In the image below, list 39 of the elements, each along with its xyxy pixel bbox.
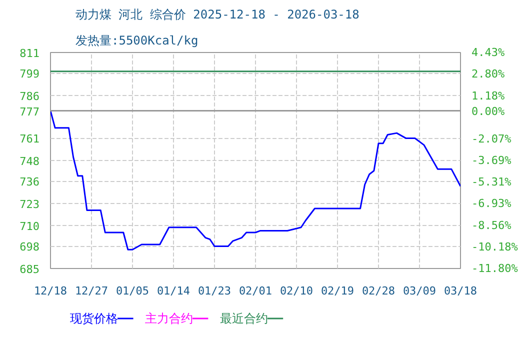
x-tick-label: 01/05 [116,284,150,298]
y-tick-label: 685 [20,263,40,276]
y2-tick-label: -6.93% [472,197,512,210]
chart-title: 动力煤 河北 综合价 2025-12-18 - 2026-03-18 [76,8,360,22]
x-tick-label: 01/23 [198,284,232,298]
x-tick-label: 02/19 [320,284,354,298]
y2-tick-label: 0.00% [472,104,505,118]
legend-label: 最近合约 [220,312,268,326]
legend-label: 主力合约 [145,312,194,326]
y2-tick-label: 2.80% [472,68,505,81]
chart-subtitle: 发热量:5500Kcal/kg [76,34,198,48]
y-tick-label: 748 [20,155,40,168]
y2-tick-label: 1.18% [472,89,505,102]
y-tick-label: 777 [20,105,40,118]
y2-tick-label: -3.69% [472,154,512,168]
y2-tick-label: -5.31% [472,176,512,189]
y-tick-label: 736 [20,176,40,189]
y-tick-label: 811 [20,47,40,60]
x-tick-label: 02/01 [238,284,272,298]
y2-tick-label: -2.07% [472,132,512,146]
y2-tick-label: -10.18% [472,240,518,254]
y-tick-label: 761 [20,132,40,146]
x-tick-label: 02/28 [362,284,396,298]
y-tick-label: 723 [20,198,40,211]
y-tick-label: 698 [20,240,40,254]
y-tick-label: 799 [20,68,40,81]
legend-label: 现货价格 [70,312,118,326]
line-series [50,110,460,250]
x-tick-label: 12/18 [34,284,68,298]
x-tick-label: 12/27 [74,284,108,298]
x-tick-label: 03/09 [402,284,436,298]
y2-tick-label: -11.80% [472,262,518,275]
y-tick-label: 710 [20,220,40,234]
y2-tick-label: -8.56% [472,218,512,232]
y-tick-label: 786 [20,90,40,103]
x-tick-label: 02/10 [280,284,314,298]
x-tick-label: 03/18 [444,284,478,298]
x-tick-label: 01/14 [156,284,190,298]
y2-tick-label: 4.43% [472,46,505,59]
